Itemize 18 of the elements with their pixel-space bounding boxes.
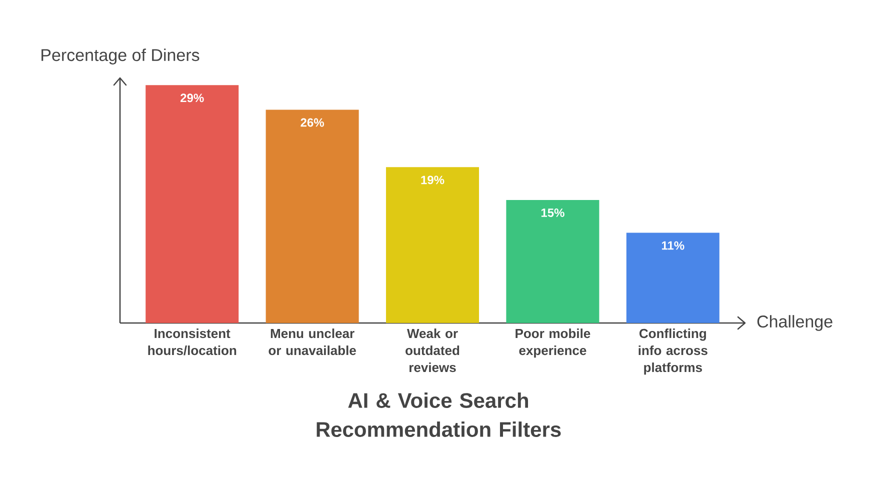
y-axis-title: Percentage of Diners bbox=[42, 48, 200, 64]
data-label: 15% bbox=[541, 208, 564, 217]
data-label: 19% bbox=[421, 176, 444, 184]
x-axis-title: Challenge bbox=[757, 315, 832, 331]
bar bbox=[506, 200, 600, 323]
x-tick-label: Weak or outdated reviews bbox=[406, 328, 460, 372]
x-tick-label: Conflicting info across platforms bbox=[638, 328, 708, 375]
data-label: 11% bbox=[662, 241, 684, 250]
x-tick-label: Menu unclear or unavailable bbox=[268, 328, 356, 356]
bar bbox=[266, 110, 359, 323]
bar bbox=[386, 167, 480, 323]
data-label: 29% bbox=[180, 94, 204, 102]
bar bbox=[146, 85, 239, 323]
text: AI & Voice Search Recommendation Filters bbox=[316, 392, 561, 437]
bar bbox=[626, 232, 720, 323]
data-label: 26% bbox=[300, 118, 324, 127]
x-tick-label: Poor mobile experience bbox=[516, 328, 590, 358]
x-tick-label: Inconsistent hours/location bbox=[148, 328, 236, 356]
